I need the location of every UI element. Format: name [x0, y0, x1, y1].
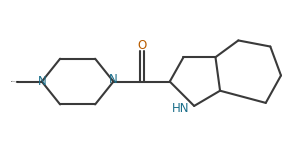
Text: N: N [38, 75, 46, 88]
Text: HN: HN [172, 103, 190, 116]
Text: N: N [109, 73, 118, 86]
Text: O: O [138, 39, 147, 52]
Text: methyl_stub: methyl_stub [11, 80, 19, 82]
